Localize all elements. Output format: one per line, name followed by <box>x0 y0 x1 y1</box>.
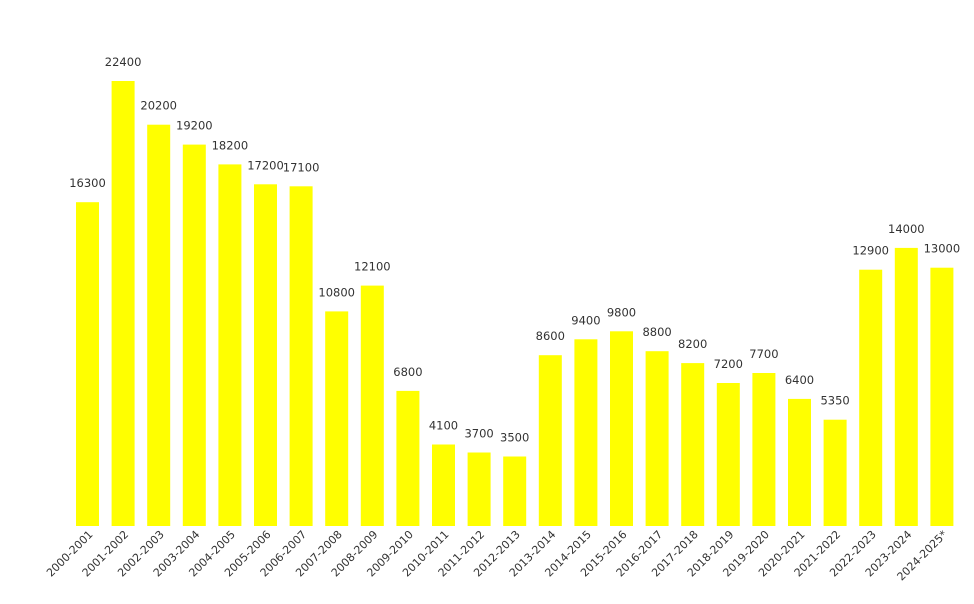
data-label: 3700 <box>464 427 493 441</box>
bar-2008-2009 <box>360 285 384 526</box>
bar-2016-2017 <box>645 351 669 526</box>
bar-2024-2025* <box>930 267 954 526</box>
bar-2004-2005 <box>218 164 242 526</box>
bar-2020-2021 <box>788 398 811 526</box>
data-label: 18200 <box>212 138 249 152</box>
data-label: 8600 <box>536 329 565 343</box>
bar-2011-2012 <box>467 452 491 526</box>
bar-2006-2007 <box>289 186 313 527</box>
bar-2015-2016 <box>610 331 633 526</box>
data-label: 17200 <box>247 158 284 172</box>
bar-2010-2011 <box>432 444 455 526</box>
bar-2021-2022 <box>823 419 847 526</box>
data-label: 20200 <box>140 99 177 113</box>
data-label: 4100 <box>429 419 458 433</box>
data-label: 3500 <box>500 431 529 445</box>
bar-2003-2004 <box>182 144 206 526</box>
data-label: 6800 <box>393 365 422 379</box>
data-label: 9400 <box>571 313 600 327</box>
bar-2018-2019 <box>716 383 740 526</box>
data-label: 7200 <box>714 357 743 371</box>
data-label: 12100 <box>354 260 391 274</box>
bar-2009-2010 <box>396 390 420 526</box>
bar-2022-2023 <box>859 269 883 526</box>
data-label: 22400 <box>105 55 142 69</box>
bar-2023-2024 <box>894 247 918 526</box>
data-label: 13000 <box>924 242 961 256</box>
data-label: 12900 <box>852 244 889 258</box>
bar-2013-2014 <box>538 355 562 526</box>
bar-2012-2013 <box>503 456 527 526</box>
bar-2002-2003 <box>147 124 171 526</box>
data-label: 17100 <box>283 160 320 174</box>
bar-2017-2018 <box>681 363 705 526</box>
bar-2001-2002 <box>111 81 135 526</box>
data-label: 14000 <box>888 222 925 236</box>
data-label: 8200 <box>678 337 707 351</box>
data-label: 10800 <box>318 285 355 299</box>
data-label: 19200 <box>176 119 213 133</box>
data-label: 8800 <box>642 325 671 339</box>
data-label: 6400 <box>785 373 814 387</box>
bar-2019-2020 <box>752 373 776 526</box>
bar-2007-2008 <box>325 311 349 526</box>
data-label: 5350 <box>820 394 849 408</box>
data-label: 7700 <box>749 347 778 361</box>
data-label: 9800 <box>607 305 636 319</box>
data-label: 16300 <box>69 176 106 190</box>
bar-2000-2001 <box>76 202 99 526</box>
bar-2014-2015 <box>574 339 598 526</box>
bar-2005-2006 <box>254 184 277 527</box>
